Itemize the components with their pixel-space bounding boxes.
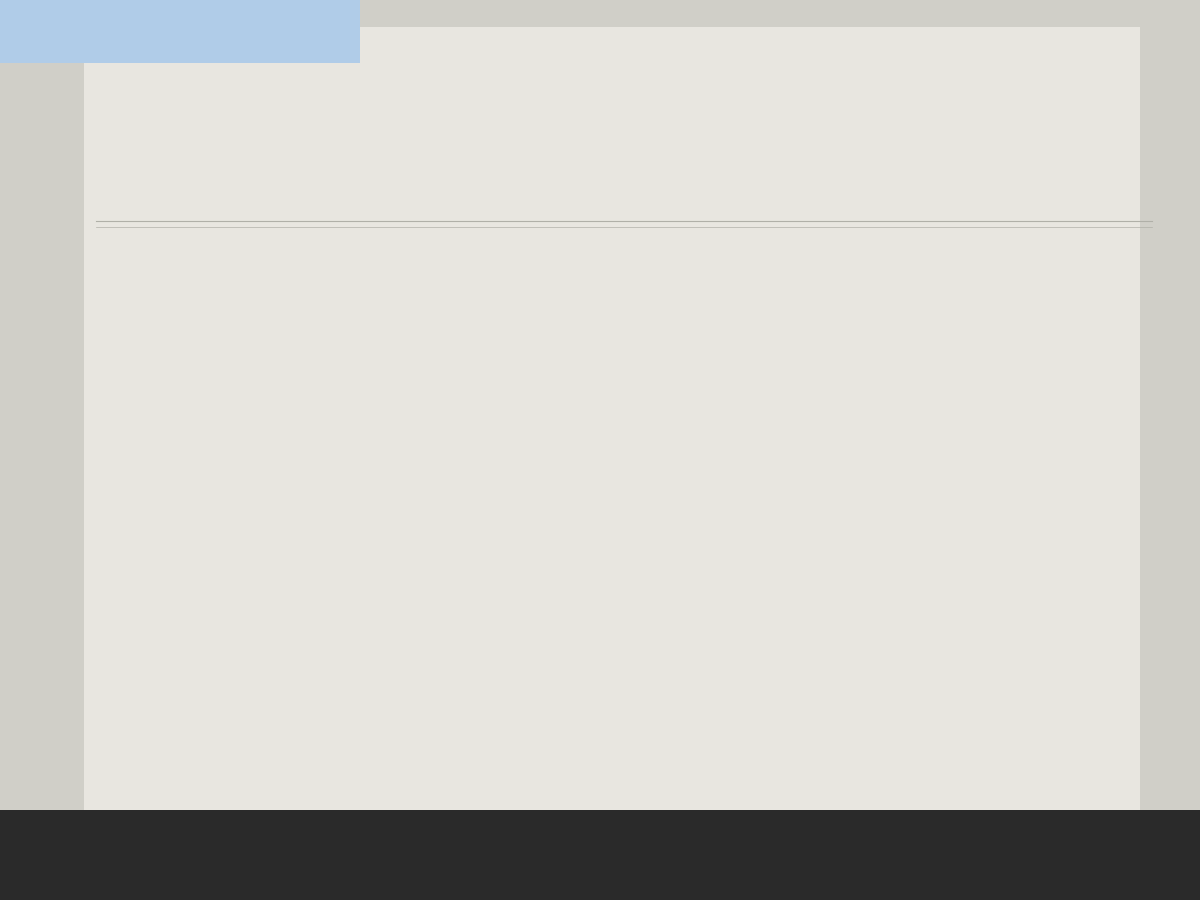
Text: Hollow Circular Section: Hollow Circular Section — [282, 672, 498, 691]
Text: MacBook Pro: MacBook Pro — [968, 755, 1067, 770]
Text: Answer: Answer — [257, 320, 361, 344]
Text: mm⁴: mm⁴ — [322, 525, 366, 544]
Text: mm: mm — [322, 454, 359, 473]
Text: • The second moment of area for the hollow square section can be calculated as: • The second moment of area for the holl… — [252, 500, 1010, 518]
Text: mm⁴: mm⁴ — [322, 595, 366, 614]
FancyBboxPatch shape — [257, 520, 317, 549]
FancyBboxPatch shape — [257, 381, 317, 410]
Text: Consider two types of a column cross-section: a hollow square and a hollow circu: Consider two types of a column cross-sec… — [257, 166, 1140, 267]
Text: Hollow Square Section: Hollow Square Section — [482, 672, 692, 691]
Text: • The outer size of the hollow square section can be calcaulated as: • The outer size of the hollow square se… — [252, 360, 883, 379]
Text: • The outer diameter of the hollow circular section can be calcualted as: • The outer diameter of the hollow circu… — [252, 430, 926, 449]
FancyBboxPatch shape — [257, 590, 317, 619]
Text: mm: mm — [322, 384, 359, 404]
FancyBboxPatch shape — [257, 450, 317, 480]
Circle shape — [455, 673, 478, 690]
Text: • Find which of these two column types produces a better buckling performance.: • Find which of these two column types p… — [252, 640, 1013, 659]
Text: • The second moment of area for the hollow circle section can be calculated as: • The second moment of area for the holl… — [252, 571, 996, 590]
Circle shape — [253, 673, 276, 690]
